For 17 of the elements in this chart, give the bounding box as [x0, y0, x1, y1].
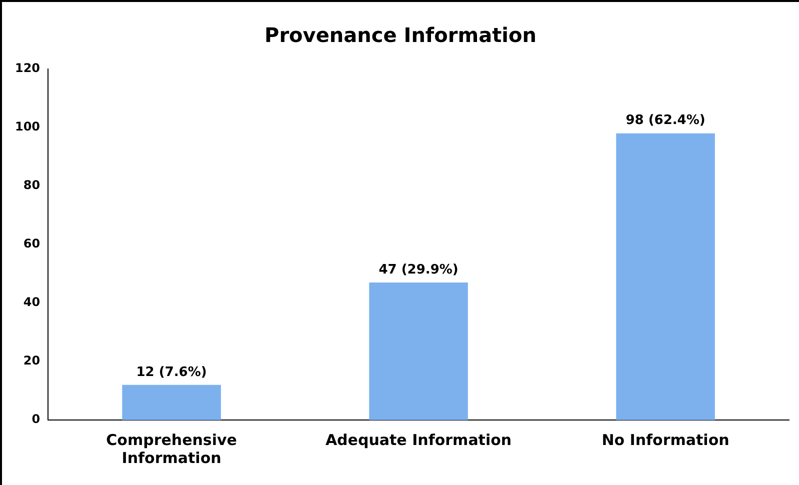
y-tick-label: 80 — [23, 178, 40, 192]
bar — [616, 133, 715, 420]
y-tick-label: 60 — [23, 236, 40, 251]
y-tick-label: 20 — [23, 354, 40, 368]
y-tick-label: 40 — [23, 295, 40, 310]
data-label: 98 (62.4%) — [626, 113, 706, 128]
chart-title: Provenance Information — [264, 23, 536, 48]
bar — [369, 282, 468, 420]
data-label: 12 (7.6%) — [136, 364, 207, 380]
bar — [122, 384, 221, 420]
x-tick-label: Comprehensive Information — [106, 430, 237, 467]
x-tick-label: Adequate Information — [325, 430, 512, 449]
data-label: 47 (29.9%) — [378, 262, 458, 278]
y-tick-label: 0 — [32, 412, 40, 426]
y-tick-label: 100 — [14, 120, 40, 134]
y-tick-label: 120 — [14, 61, 40, 76]
x-tick-label: No Information — [602, 430, 730, 449]
